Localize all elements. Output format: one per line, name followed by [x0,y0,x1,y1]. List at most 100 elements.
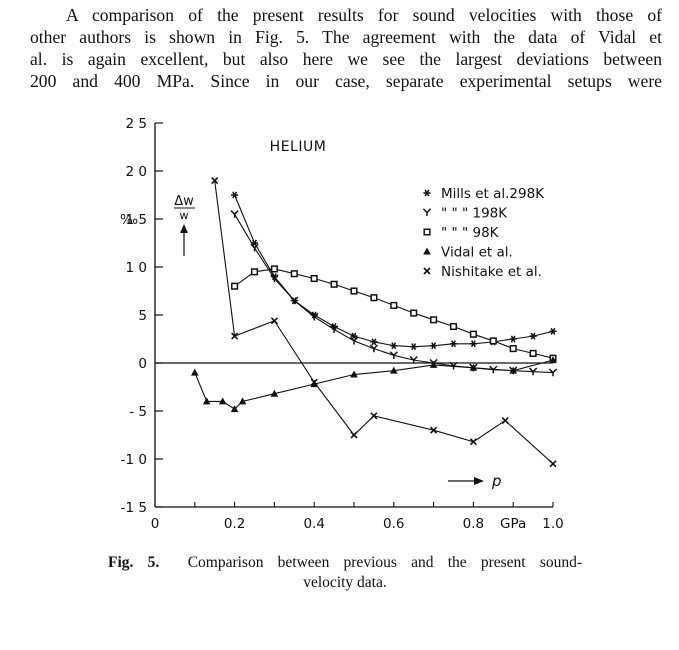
data-point [350,332,358,340]
x-tick-label: 0.6 [383,516,404,532]
data-point [501,417,509,425]
legend-marker [423,267,431,275]
data-point [370,294,378,302]
data-point [489,337,497,345]
data-point [370,412,378,420]
chart-labels: HELIUM ‰ Δww p [120,139,502,490]
data-point [230,210,239,218]
data-point [469,363,478,371]
data-point [410,343,418,351]
data-point [469,340,477,348]
y-tick-label: 1 5 [126,212,147,228]
x-tick-label: 0.2 [224,516,245,532]
x-tick-label: 1.0 [542,516,563,532]
data-point [549,460,557,468]
y-axis-label-denominator: w [180,209,189,222]
chart-series [191,177,558,468]
data-point [390,301,398,309]
x-tick-label: GPa [500,516,526,532]
data-point [390,342,398,350]
data-point [290,270,298,278]
data-point [290,296,299,305]
data-point [310,378,318,386]
data-point [310,274,318,283]
x-tick-label: 0 [151,516,160,532]
data-point [270,317,278,325]
data-point [509,366,517,374]
paragraph-line: A comparison of the present results for … [66,5,662,25]
chart-title: HELIUM [270,139,327,155]
y-axis-arrowhead [180,224,188,233]
data-point [529,332,537,340]
legend-marker [423,228,431,236]
y-tick-label: -1 0 [121,452,147,468]
data-point [449,322,458,331]
data-point [469,438,477,446]
chart-legend: Mills et al.298K " " " 198K " " " 98K Vidal… [422,186,545,280]
data-point [250,243,259,252]
legend-marker [423,189,431,197]
y-axis-label: Δw [174,194,194,209]
data-point [270,265,278,273]
data-point [389,351,398,359]
y-tick-label: 5 [138,308,147,324]
y-tick-label: 0 [138,356,147,372]
data-point [548,368,558,377]
series-line [214,180,554,465]
data-point [509,345,517,353]
chart-ticks: 2 52 01 51 050- 5-1 0-1 50 0.2 0.4 0.6 0.8 GP… [121,116,564,532]
data-point [528,367,538,376]
data-point [349,336,359,345]
data-point [549,327,557,335]
data-point [270,274,279,283]
caption-text-line1: Comparison between previous and the pres… [187,554,583,571]
data-point [369,344,379,353]
data-point [238,397,247,405]
y-tick-label: - 5 [129,404,147,420]
legend-entry: Vidal et al. [441,245,513,261]
legend-entry: Nishitake et al. [441,264,542,280]
y-tick-label: 2 0 [126,164,147,180]
data-point [218,397,227,405]
data-point [469,330,477,338]
figure-label: Fig. 5. [108,554,160,571]
paragraph-line: al. is again excellent, but also here we… [30,49,662,69]
data-point [409,355,418,364]
data-point [430,342,438,350]
data-point [191,368,199,376]
figure-caption: Fig. 5. Comparison between previous and … [108,553,582,593]
legend-marker [423,247,431,255]
legend-entry: Mills et al.298K [441,186,545,202]
data-point [390,366,398,374]
data-point [410,309,418,317]
y-tick-label: -1 5 [121,500,147,516]
x-tick-label: 0.8 [463,516,484,532]
x-axis-label: p [491,472,502,490]
y-tick-label: 1 0 [126,260,147,276]
series-line [194,359,554,410]
data-point [202,397,211,405]
data-point [509,335,517,343]
paragraph-line: other authors is shown in Fig. 5. The ag… [30,27,662,47]
data-point [549,356,557,364]
data-point [310,312,319,321]
data-point [329,325,339,333]
data-point [529,349,537,357]
data-point [211,177,219,185]
x-axis-arrowhead [474,477,484,485]
data-point [231,332,239,340]
data-point [370,338,378,346]
y-axis-unit: ‰ [120,212,138,228]
legend-entry: " " " 98K [441,225,500,241]
data-point [230,405,239,413]
x-tick-label: 0.4 [303,516,324,532]
data-point [350,370,358,378]
data-point [429,360,438,368]
data-point [231,191,239,199]
data-point [449,340,458,348]
y-tick-label: 2 5 [126,116,147,132]
legend-marker [422,208,432,217]
data-point [250,268,259,276]
data-point [270,389,279,397]
data-point [430,426,438,434]
